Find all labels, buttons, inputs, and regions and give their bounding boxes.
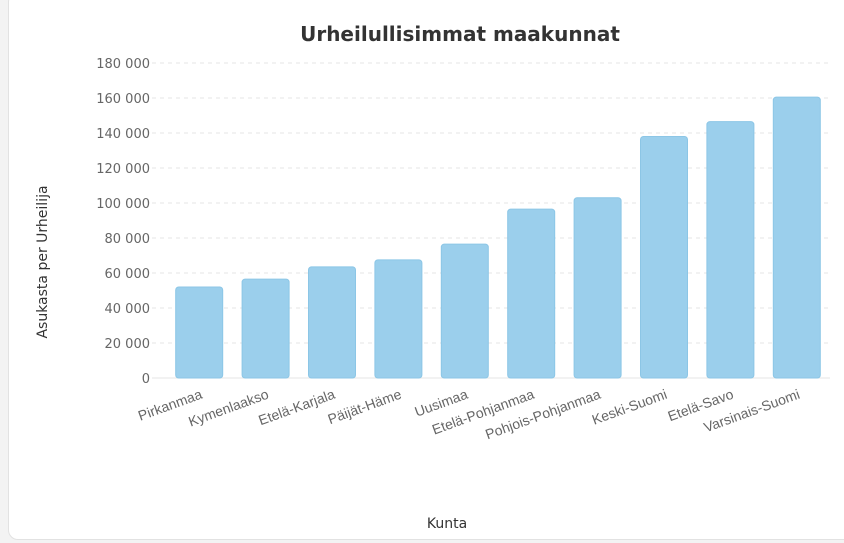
y-tick-label: 100 000 xyxy=(96,197,150,212)
bar xyxy=(706,121,755,379)
x-axis-ticks: PirkanmaaKymenlaaksoEtelä-KarjalaPäijät-… xyxy=(136,386,802,443)
chart-card xyxy=(8,0,844,540)
bar xyxy=(440,243,489,379)
bar xyxy=(374,259,423,379)
bar xyxy=(241,278,290,379)
x-axis-title: Kunta xyxy=(427,516,467,532)
bars xyxy=(175,96,821,379)
bar xyxy=(573,197,622,379)
x-tick-label: Päijät-Häme xyxy=(326,386,404,427)
y-tick-label: 160 000 xyxy=(96,92,150,107)
y-axis-ticks: 0 20 000 40 000 60 000 80 000 100 000 120 000 1… xyxy=(96,57,150,387)
bar xyxy=(772,96,821,379)
bar xyxy=(640,136,688,379)
y-tick-label: 40 000 xyxy=(105,302,151,317)
x-tick-label: Pohjois-Pohjanmaa xyxy=(483,386,603,443)
y-tick-label: 180 000 xyxy=(96,57,150,72)
bar xyxy=(308,266,356,379)
x-tick-label: Keski-Suomi xyxy=(590,386,669,428)
bar xyxy=(507,208,556,379)
chart-title: Urheilullisimmat maakunnat xyxy=(300,22,620,46)
bar xyxy=(175,286,224,379)
x-tick-label: Etelä-Karjala xyxy=(256,386,337,429)
y-tick-label: 120 000 xyxy=(96,162,150,177)
y-tick-label: 60 000 xyxy=(105,267,151,282)
y-axis-title: Asukasta per Urheilija xyxy=(35,185,51,338)
y-tick-label: 140 000 xyxy=(96,127,150,142)
y-tick-label: 80 000 xyxy=(105,232,151,247)
y-tick-label: 20 000 xyxy=(105,337,151,352)
y-tick-label: 0 xyxy=(142,372,150,387)
